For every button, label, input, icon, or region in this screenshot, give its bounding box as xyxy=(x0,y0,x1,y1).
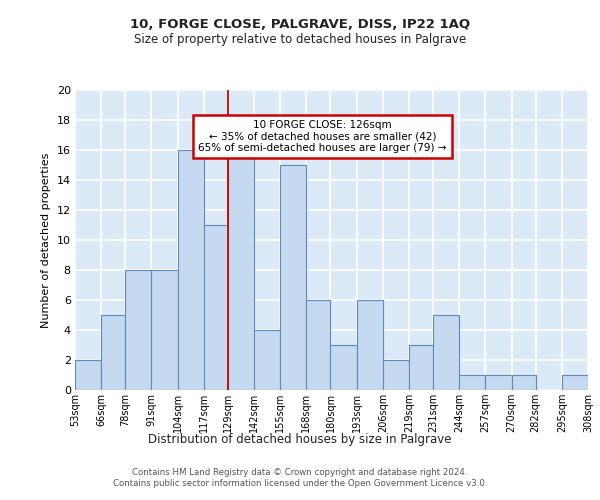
Bar xyxy=(75,360,101,390)
Bar xyxy=(280,165,307,390)
Text: Contains HM Land Registry data © Crown copyright and database right 2024.
Contai: Contains HM Land Registry data © Crown c… xyxy=(113,468,487,487)
Bar xyxy=(254,330,280,390)
Bar xyxy=(433,315,459,390)
Bar xyxy=(356,300,383,390)
Text: Size of property relative to detached houses in Palgrave: Size of property relative to detached ho… xyxy=(134,32,466,46)
Bar xyxy=(485,375,512,390)
Bar xyxy=(307,300,331,390)
Bar xyxy=(204,225,228,390)
Text: Distribution of detached houses by size in Palgrave: Distribution of detached houses by size … xyxy=(148,432,452,446)
Bar xyxy=(409,345,433,390)
Y-axis label: Number of detached properties: Number of detached properties xyxy=(41,152,51,328)
Bar xyxy=(125,270,151,390)
Bar xyxy=(178,150,204,390)
Bar xyxy=(331,345,356,390)
Bar xyxy=(101,315,125,390)
Bar xyxy=(459,375,485,390)
Bar xyxy=(562,375,588,390)
Text: 10, FORGE CLOSE, PALGRAVE, DISS, IP22 1AQ: 10, FORGE CLOSE, PALGRAVE, DISS, IP22 1A… xyxy=(130,18,470,30)
Text: 10 FORGE CLOSE: 126sqm
← 35% of detached houses are smaller (42)
65% of semi-det: 10 FORGE CLOSE: 126sqm ← 35% of detached… xyxy=(198,120,446,153)
Bar xyxy=(383,360,409,390)
Bar xyxy=(512,375,536,390)
Bar xyxy=(151,270,178,390)
Bar xyxy=(228,150,254,390)
